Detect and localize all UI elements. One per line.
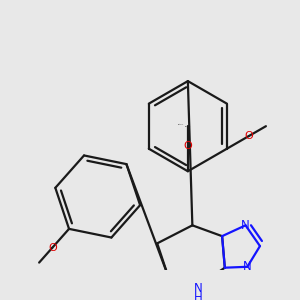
Text: methoxy: methoxy bbox=[178, 124, 184, 125]
Text: N: N bbox=[243, 260, 252, 273]
Text: H: H bbox=[194, 291, 203, 300]
Text: O: O bbox=[244, 131, 253, 141]
Text: O: O bbox=[184, 141, 192, 151]
Text: methoxy: methoxy bbox=[185, 126, 191, 127]
Text: O: O bbox=[48, 243, 57, 253]
Text: N: N bbox=[241, 219, 250, 232]
Text: N: N bbox=[194, 282, 202, 295]
